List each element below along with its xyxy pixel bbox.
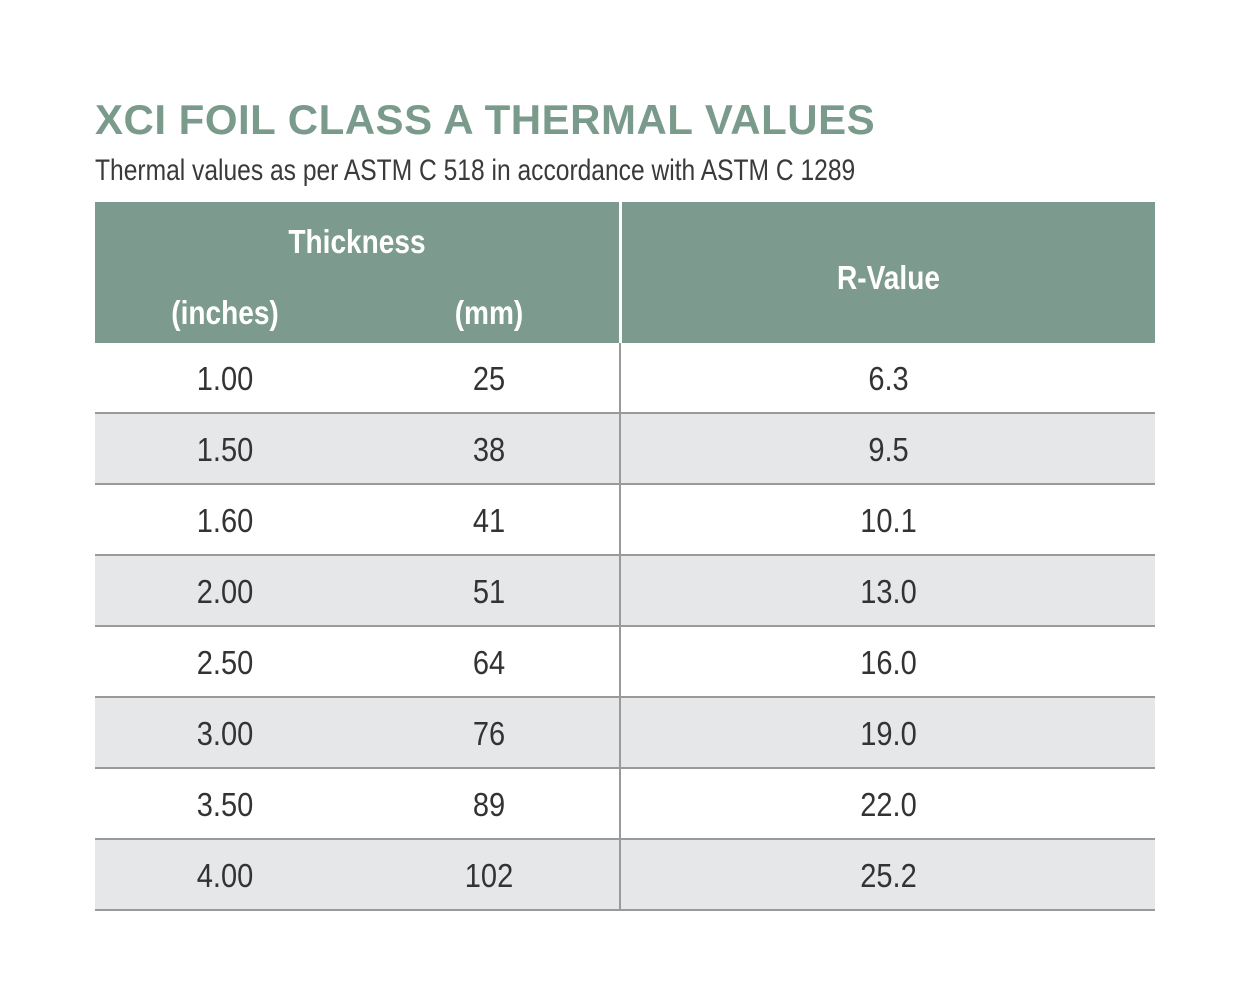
inches-cell: 1.60 — [196, 502, 254, 539]
inches-cell: 3.00 — [196, 715, 254, 752]
column-divider — [619, 343, 621, 412]
thickness-header-cell: Thickness (inches) (mm) — [95, 202, 619, 343]
table-row: 1.50 38 9.5 — [95, 414, 1155, 485]
rvalue-cell: 13.0 — [860, 573, 917, 610]
mm-cell: 102 — [464, 857, 514, 894]
table-row: 3.00 76 19.0 — [95, 698, 1155, 769]
rvalue-cell: 25.2 — [860, 857, 917, 894]
inches-cell: 2.50 — [196, 644, 254, 681]
table-header: Thickness (inches) (mm) R-Value — [95, 202, 1155, 343]
table-row: 1.60 41 10.1 — [95, 485, 1155, 556]
table-row: 2.00 51 13.0 — [95, 556, 1155, 627]
mm-cell: 76 — [472, 715, 506, 752]
inches-cell: 3.50 — [196, 786, 254, 823]
inches-cell: 1.50 — [196, 431, 254, 468]
rvalue-cell: 10.1 — [860, 502, 917, 539]
rvalue-cell: 22.0 — [860, 786, 917, 823]
column-divider — [619, 485, 621, 554]
table-row: 1.00 25 6.3 — [95, 343, 1155, 414]
column-divider — [619, 627, 621, 696]
thermal-values-table: Thickness (inches) (mm) R-Value 1.00 25 6.… — [95, 202, 1155, 911]
inches-cell: 1.00 — [196, 360, 254, 397]
mm-cell: 38 — [472, 431, 506, 468]
rvalue-cell: 16.0 — [860, 644, 917, 681]
mm-header: (mm) — [454, 294, 524, 331]
rvalue-cell: 19.0 — [860, 715, 917, 752]
column-divider — [619, 769, 621, 838]
thickness-header: Thickness — [288, 223, 426, 260]
header-divider — [619, 202, 622, 343]
page-subtitle: Thermal values as per ASTM C 518 in acco… — [95, 154, 856, 187]
inches-header: (inches) — [171, 294, 279, 331]
table-body: 1.00 25 6.3 1.50 38 9.5 1.60 41 10.1 2.00 51 13.0 2.… — [95, 343, 1155, 911]
rvalue-cell: 9.5 — [868, 431, 909, 468]
column-divider — [619, 556, 621, 625]
inches-cell: 4.00 — [196, 857, 254, 894]
rvalue-cell: 6.3 — [868, 360, 909, 397]
page-title: XCI FOIL CLASS A THERMAL VALUES — [95, 96, 876, 143]
table-row: 4.00 102 25.2 — [95, 840, 1155, 911]
mm-cell: 51 — [472, 573, 506, 610]
column-divider — [619, 414, 621, 483]
inches-cell: 2.00 — [196, 573, 254, 610]
rvalue-header-cell: R-Value — [622, 202, 1155, 343]
mm-cell: 89 — [472, 786, 506, 823]
mm-cell: 41 — [472, 502, 506, 539]
table-row: 2.50 64 16.0 — [95, 627, 1155, 698]
column-divider — [619, 840, 621, 909]
mm-cell: 64 — [472, 644, 506, 681]
table-row: 3.50 89 22.0 — [95, 769, 1155, 840]
mm-cell: 25 — [472, 360, 506, 397]
rvalue-header: R-Value — [837, 259, 940, 296]
column-divider — [619, 698, 621, 767]
